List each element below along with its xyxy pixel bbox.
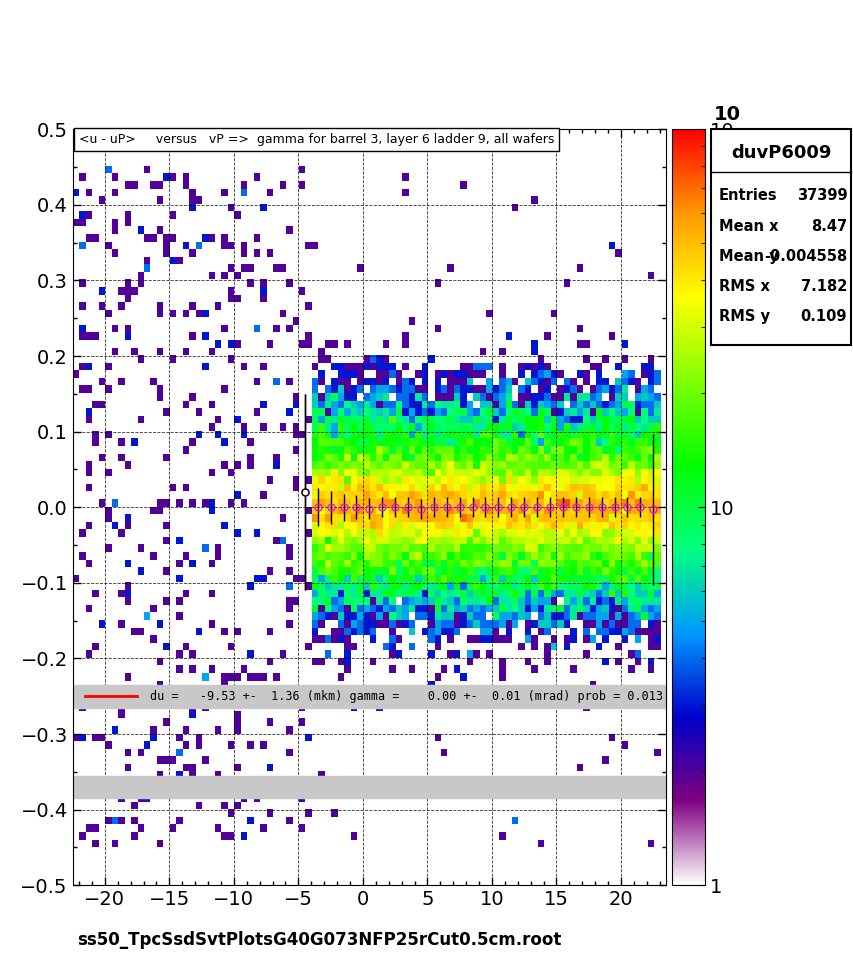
Text: -0.004558: -0.004558 [763, 249, 846, 264]
Text: 7.182: 7.182 [800, 278, 846, 294]
Text: RMS x: RMS x [718, 278, 769, 294]
Text: duvP6009: duvP6009 [730, 145, 830, 163]
Text: ss50_TpcSsdSvtPlotsG40G073NFP25rCut0.5cm.root: ss50_TpcSsdSvtPlotsG40G073NFP25rCut0.5cm… [77, 931, 560, 949]
Text: Mean x: Mean x [718, 218, 778, 234]
FancyBboxPatch shape [710, 129, 850, 345]
Text: 10: 10 [713, 105, 740, 124]
Text: du =   -9.53 +-  1.36 (mkm) gamma =    0.00 +-  0.01 (mrad) prob = 0.013: du = -9.53 +- 1.36 (mkm) gamma = 0.00 +-… [150, 690, 662, 702]
Bar [73, 775, 665, 798]
Text: 8.47: 8.47 [810, 218, 846, 234]
Text: Entries: Entries [718, 189, 777, 204]
Bar [73, 685, 665, 707]
Text: RMS y: RMS y [718, 309, 769, 324]
Text: 37399: 37399 [796, 189, 846, 204]
Text: <u - uP>     versus   vP =>  gamma for barrel 3, layer 6 ladder 9, all wafers: <u - uP> versus vP => gamma for barrel 3… [78, 133, 554, 146]
Text: Mean y: Mean y [718, 249, 778, 264]
Text: 0.109: 0.109 [800, 309, 846, 324]
